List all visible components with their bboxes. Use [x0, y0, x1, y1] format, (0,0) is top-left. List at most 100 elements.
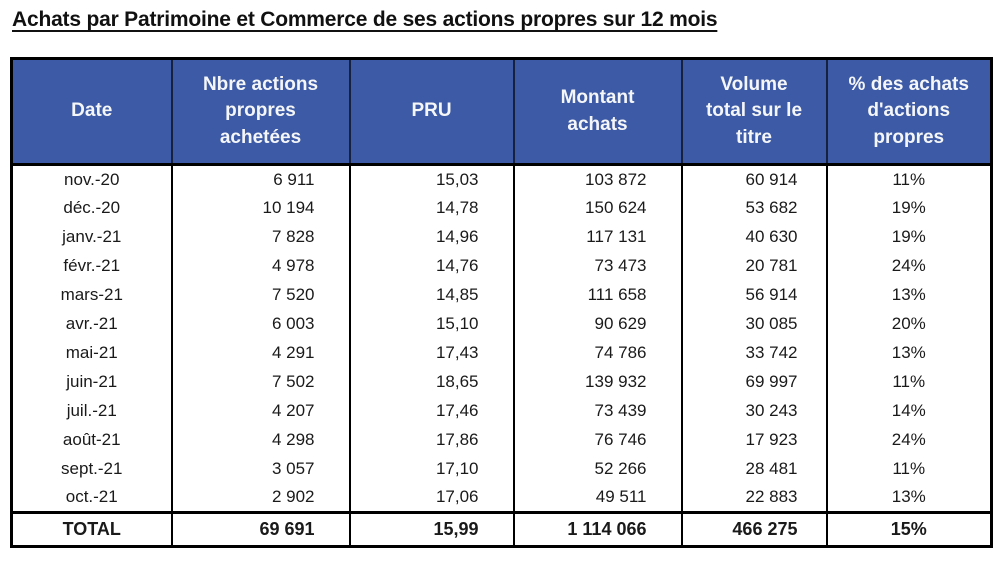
table-cell: 18,65: [348, 367, 514, 397]
table-cell: 90 629: [512, 309, 682, 339]
table-cell: 28 481: [680, 454, 827, 484]
table-cell: avr.-21: [65, 314, 118, 333]
table-cell: 3 057: [170, 454, 350, 484]
table-cell: sept.-21: [61, 459, 123, 478]
table-cell: 14%: [825, 396, 992, 426]
table-cell: 40 630: [680, 222, 827, 252]
table-cell: 14,85: [348, 280, 514, 310]
table-cell: 11%: [825, 454, 992, 484]
table-cell: 2 902: [170, 483, 350, 513]
table-cell: 6 911: [170, 164, 350, 194]
table-cell: 22 883: [680, 483, 827, 513]
table-cell: 19%: [825, 222, 992, 252]
total-percent-cell: 15%: [825, 511, 992, 547]
table-cell: 52 266: [512, 454, 682, 484]
table-cell: juin-21: [66, 372, 118, 391]
table-row: avr.-21 6 003 15,10 90 629 30 085 20%: [12, 309, 992, 339]
total-row: TOTAL 69 691 15,99 1 114 066 466 275 15%: [11, 511, 992, 547]
document-page: Achats par Patrimoine et Commerce de ses…: [0, 8, 1000, 575]
table-cell: 11%: [825, 164, 992, 194]
table-row: juil.-21 4 207 17,46 73 439 30 243 14%: [12, 396, 992, 426]
table-cell: 56 914: [680, 280, 827, 310]
table-cell: 15,10: [348, 309, 514, 339]
table-cell: 14,76: [348, 251, 514, 281]
table-cell: 117 131: [512, 222, 682, 252]
table-cell: 17,46: [348, 396, 514, 426]
table-cell: 4 978: [170, 251, 350, 281]
table-cell: 11%: [825, 367, 992, 397]
total-volume-cell: 466 275: [680, 511, 827, 547]
table-cell: 111 658: [512, 280, 682, 310]
table-cell: 7 520: [170, 280, 350, 310]
table-cell: 69 997: [680, 367, 827, 397]
table-row: juin-21 7 502 18,65 139 932 69 997 11%: [12, 367, 992, 397]
table-row: sept.-21 3 057 17,10 52 266 28 481 11%: [12, 454, 992, 484]
table-cell: févr.-21: [63, 256, 121, 275]
table-cell: 7 502: [170, 367, 350, 397]
table-cell: janv.-21: [62, 227, 122, 246]
table-cell: 10 194: [170, 193, 350, 223]
table-cell: 103 872: [512, 164, 682, 194]
table-cell: 17,06: [348, 483, 514, 513]
table-cell: 20 781: [680, 251, 827, 281]
table-cell: 13%: [825, 338, 992, 368]
table-cell: 24%: [825, 425, 992, 455]
table-row: oct.-21 2 902 17,06 49 511 22 883 13%: [12, 483, 992, 513]
table-cell: 139 932: [512, 367, 682, 397]
column-header-purchase-amount: Montant achats: [512, 58, 682, 166]
table-cell: 20%: [825, 309, 992, 339]
column-header-percent-buybacks: % des achats d'actions propres: [825, 58, 992, 166]
table-cell: 53 682: [680, 193, 827, 223]
total-shares-cell: 69 691: [170, 511, 350, 547]
table-cell: 150 624: [512, 193, 682, 223]
total-pru-cell: 15,99: [348, 511, 514, 547]
table-cell: 17,43: [348, 338, 514, 368]
table-cell: juil.-21: [66, 401, 117, 420]
table-cell: 17,86: [348, 425, 514, 455]
header-row: Date Nbre actions propres achetées PRU M…: [11, 58, 992, 166]
table-cell: 4 207: [170, 396, 350, 426]
table-cell: déc.-20: [63, 198, 121, 217]
table-cell: 19%: [825, 193, 992, 223]
table-cell: 15,03: [348, 164, 514, 194]
table-cell: 74 786: [512, 338, 682, 368]
table-row: janv.-21 7 828 14,96 117 131 40 630 19%: [12, 222, 992, 252]
table-row: mars-21 7 520 14,85 111 658 56 914 13%: [12, 280, 992, 310]
table-cell: 4 298: [170, 425, 350, 455]
table-header: Date Nbre actions propres achetées PRU M…: [11, 58, 992, 166]
table-row: août-21 4 298 17,86 76 746 17 923 24%: [12, 425, 992, 455]
table-cell: 13%: [825, 483, 992, 513]
table-cell: mars-21: [60, 285, 123, 304]
table-row: mai-21 4 291 17,43 74 786 33 742 13%: [12, 338, 992, 368]
table-cell: août-21: [62, 430, 121, 449]
column-header-shares-bought: Nbre actions propres achetées: [170, 58, 350, 166]
page-title: Achats par Patrimoine et Commerce de ses…: [12, 8, 718, 31]
table-row: févr.-21 4 978 14,76 73 473 20 781 24%: [12, 251, 992, 281]
column-header-date: Date: [11, 58, 172, 166]
table-cell: 30 085: [680, 309, 827, 339]
table-row: déc.-20 10 194 14,78 150 624 53 682 19%: [12, 193, 992, 223]
table-cell: nov.-20: [64, 169, 120, 189]
table-cell: 73 439: [512, 396, 682, 426]
buyback-table: Date Nbre actions propres achetées PRU M…: [10, 57, 993, 548]
column-header-pru: PRU: [348, 58, 514, 166]
table-body: nov.-20 6 911 15,03 103 872 60 914 11% déc.-20…: [12, 164, 992, 513]
table-cell: 76 746: [512, 425, 682, 455]
table-cell: 24%: [825, 251, 992, 281]
table-cell: 7 828: [170, 222, 350, 252]
table-cell: 4 291: [170, 338, 350, 368]
table-cell: 14,78: [348, 193, 514, 223]
table-row: nov.-20 6 911 15,03 103 872 60 914 11%: [12, 164, 992, 194]
table-cell: 73 473: [512, 251, 682, 281]
table-cell: 13%: [825, 280, 992, 310]
table-cell: 30 243: [680, 396, 827, 426]
table-footer: TOTAL 69 691 15,99 1 114 066 466 275 15%: [11, 511, 992, 547]
table-cell: 33 742: [680, 338, 827, 368]
table-cell: oct.-21: [65, 487, 118, 507]
total-amount-cell: 1 114 066: [512, 511, 682, 547]
table-cell: 17,10: [348, 454, 514, 484]
table-cell: 17 923: [680, 425, 827, 455]
table-cell: 60 914: [680, 164, 827, 194]
table-cell: 6 003: [170, 309, 350, 339]
table-cell: mai-21: [65, 343, 118, 362]
